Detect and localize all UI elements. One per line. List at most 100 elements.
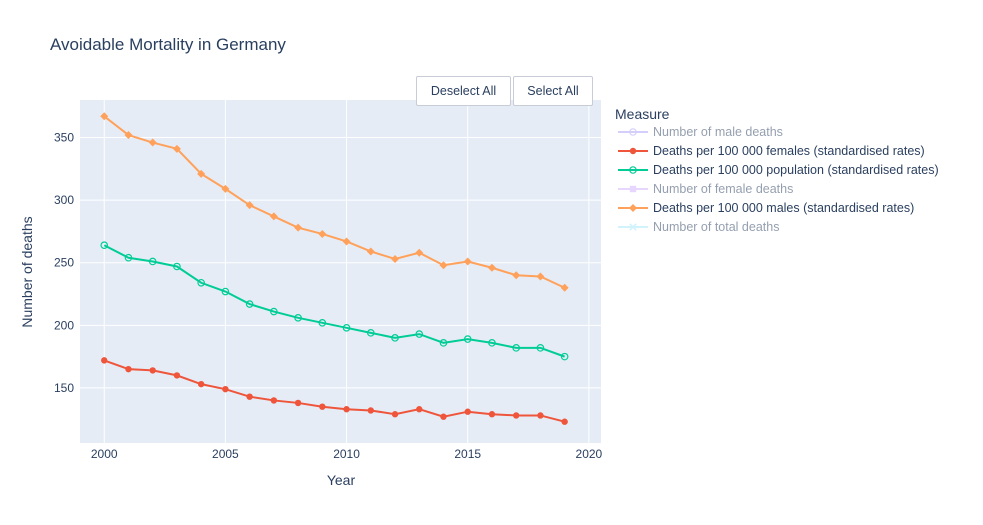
data-point [343, 406, 350, 413]
plot-background [80, 100, 601, 443]
data-point [294, 399, 302, 407]
data-point [367, 407, 374, 414]
data-point [101, 357, 108, 364]
data-point [561, 418, 568, 425]
y-tick-label: 300 [54, 193, 74, 207]
data-point [318, 319, 327, 327]
data-point [342, 237, 351, 246]
data-point [245, 201, 254, 210]
data-point [463, 257, 472, 266]
data-point [197, 278, 205, 287]
x-tick-label: 2015 [454, 447, 481, 461]
data-point [148, 138, 157, 147]
data-point [440, 413, 447, 420]
data-point [342, 324, 351, 332]
data-point [100, 112, 109, 121]
data-point [318, 229, 327, 238]
data-point [124, 131, 133, 140]
data-point [221, 287, 230, 296]
data-point [294, 223, 303, 232]
legend-title: Measure [615, 106, 670, 122]
data-point [197, 169, 206, 178]
data-point [536, 272, 545, 281]
data-point [197, 380, 205, 388]
x-tick-label: 2010 [333, 447, 360, 461]
legend-marker [629, 166, 637, 174]
data-point [294, 314, 302, 322]
data-point [537, 412, 544, 419]
data-point [366, 247, 375, 256]
series-line [103, 359, 565, 423]
data-point [488, 339, 496, 347]
x-axis-ticks: 2000 2005 2010 2015 2020 [91, 447, 603, 461]
data-point [270, 397, 278, 404]
legend-item[interactable]: Deaths per 100 000 population (standardi… [618, 163, 939, 177]
data-point [269, 212, 278, 221]
data-point [439, 339, 448, 347]
legend-marker [629, 204, 637, 212]
data-point [415, 330, 424, 338]
data-point [391, 334, 399, 342]
data-point [366, 329, 375, 337]
data-point [560, 352, 569, 361]
legend-label: Deaths per 100 000 females (standardised… [653, 144, 925, 158]
y-tick-label: 150 [54, 381, 74, 395]
select-all-button[interactable]: Select All [513, 76, 593, 106]
series-1 [101, 357, 568, 425]
x-tick-label: 2020 [576, 447, 603, 461]
grid [80, 100, 601, 443]
data-point [487, 263, 496, 272]
data-point [222, 385, 229, 393]
legend: Measure Number of male deaths Deaths per … [615, 106, 939, 234]
data-point [560, 283, 569, 292]
legend-label: Deaths per 100 000 males (standardised r… [653, 201, 914, 215]
legend-label: Number of male deaths [653, 125, 783, 139]
data-point [173, 372, 181, 379]
y-tick-label: 200 [54, 318, 74, 332]
legend-item[interactable]: Number of female deaths [618, 182, 793, 196]
legend-label: Number of female deaths [653, 182, 793, 196]
data-point [512, 344, 520, 352]
data-point [124, 253, 133, 262]
legend-item[interactable]: Deaths per 100 000 males (standardised r… [618, 201, 914, 215]
data-point [415, 248, 424, 257]
legend-item[interactable]: Deaths per 100 000 females (standardised… [618, 144, 925, 158]
data-point [172, 144, 181, 153]
legend-label: Number of total deaths [653, 220, 779, 234]
data-point [391, 411, 399, 418]
deselect-all-button[interactable]: Deselect All [416, 76, 511, 106]
data-point [391, 254, 400, 263]
series-2 [100, 241, 569, 361]
data-point [148, 257, 157, 266]
series-line [103, 115, 566, 289]
y-tick-label: 250 [54, 256, 74, 270]
data-point [246, 393, 253, 400]
x-axis-label: Year [327, 472, 356, 488]
data-point [488, 411, 496, 418]
data-point [512, 412, 520, 419]
data-point [439, 261, 448, 270]
data-point [100, 241, 109, 250]
data-point [173, 262, 181, 271]
series-layer [100, 112, 569, 425]
data-point [416, 406, 423, 413]
data-point [536, 344, 545, 352]
legend-item[interactable]: Number of total deaths [618, 220, 779, 234]
legend-marker [629, 223, 637, 231]
chart-title: Avoidable Mortality in Germany [50, 35, 286, 54]
data-point [149, 367, 156, 374]
data-point [319, 403, 326, 410]
y-axis-ticks: 150 200 250 300 350 [54, 131, 74, 395]
data-point [270, 307, 278, 316]
legend-marker [629, 128, 637, 136]
y-axis-label: Number of deaths [19, 216, 35, 327]
legend-label: Deaths per 100 000 population (standardi… [653, 163, 939, 177]
series-3 [100, 112, 569, 292]
y-tick-label: 350 [54, 131, 74, 145]
legend-marker [629, 185, 637, 193]
data-point [245, 300, 254, 308]
legend-item[interactable]: Number of male deaths [618, 125, 783, 139]
data-point [125, 365, 132, 373]
x-tick-label: 2000 [91, 447, 118, 461]
